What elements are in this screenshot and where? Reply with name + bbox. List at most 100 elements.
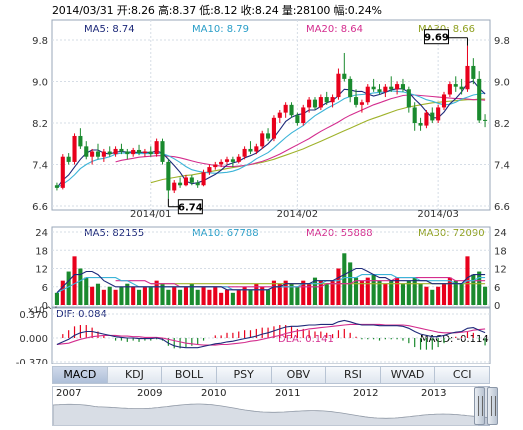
volume-bar xyxy=(254,283,259,305)
candle-body xyxy=(90,151,95,157)
volume-bar xyxy=(219,292,224,305)
candle-body xyxy=(430,112,435,121)
candle-body xyxy=(418,123,423,126)
volume-tick-right: 0 xyxy=(494,301,500,312)
indicator-tabs: MACD KDJ BOLL PSY OBV RSI WVAD CCI xyxy=(52,366,490,384)
price-annotations: 9.69 6.74 xyxy=(167,29,468,215)
quote-open: 开:8.26 xyxy=(116,4,155,17)
tab-kdj[interactable]: KDJ xyxy=(107,366,163,384)
price-x-axis: 2014/01 2014/02 2014/03 xyxy=(130,209,459,220)
candle-body xyxy=(389,86,394,90)
candle-body xyxy=(78,135,83,147)
price-ma10-label: MA10: 8.79 xyxy=(192,24,249,35)
candlesticks xyxy=(54,45,488,199)
price-tick-left: 8.2 xyxy=(32,119,48,130)
candle-body xyxy=(242,148,247,157)
volume-bar xyxy=(471,274,476,305)
navigator-year-label: 2010 xyxy=(201,388,227,399)
volume-bar xyxy=(242,286,247,305)
volume-ma10-label: MA10: 67788 xyxy=(192,228,259,239)
price-tick-left: 7.4 xyxy=(32,161,48,172)
candle-body xyxy=(453,84,458,87)
volume-bar xyxy=(389,280,394,305)
candle-body xyxy=(359,102,364,105)
price-ma20-line xyxy=(115,94,486,168)
candle-body xyxy=(289,104,294,116)
candle-body xyxy=(183,177,189,186)
navigator-sparkline xyxy=(53,403,489,425)
tab-boll[interactable]: BOLL xyxy=(162,366,217,384)
macd-dif-line xyxy=(56,319,486,349)
volume-bar xyxy=(406,280,411,305)
candle-body xyxy=(201,172,206,186)
volume-bar xyxy=(236,289,241,305)
volume-tick-left: 6 xyxy=(42,283,48,294)
navigator-year-label: 2007 xyxy=(56,388,82,399)
price-tick-right: 9.0 xyxy=(494,78,510,89)
macd-tick: 0.370 xyxy=(19,310,48,321)
volume-bar xyxy=(377,280,382,305)
volume-ma20-line xyxy=(115,277,486,288)
candle-body xyxy=(131,149,136,155)
volume-bar xyxy=(424,286,429,305)
volume-bar xyxy=(230,292,235,305)
price-ma5-label: MA5: 8.74 xyxy=(84,24,135,35)
volume-tick-right: 6 xyxy=(494,283,500,294)
time-navigator[interactable]: 2007 2009 2010 2011 2012 2013 xyxy=(52,386,490,426)
tab-obv[interactable]: OBV xyxy=(271,366,327,384)
price-x-tick: 2014/01 xyxy=(130,209,172,220)
price-tick-right: 9.8 xyxy=(494,36,510,47)
price-y-axis-right: 9.8 9.0 8.2 7.4 6.6 xyxy=(494,36,510,213)
volume-bar xyxy=(95,283,101,305)
price-tick-left: 9.8 xyxy=(32,36,48,47)
candle-body xyxy=(136,149,142,154)
navigator-year-label: 2009 xyxy=(137,388,163,399)
volume-bar xyxy=(342,253,347,305)
candle-body xyxy=(353,97,359,105)
candle-body xyxy=(371,86,376,90)
price-tick-left: 6.6 xyxy=(32,202,48,213)
price-tick-right: 7.4 xyxy=(494,161,510,172)
navigator-left-handle[interactable] xyxy=(474,387,485,425)
candle-body xyxy=(324,97,329,103)
volume-bar xyxy=(483,286,488,305)
volume-ma5-label: MA5: 82155 xyxy=(84,228,144,239)
volume-bar xyxy=(477,271,482,305)
tab-psy[interactable]: PSY xyxy=(216,366,272,384)
candle-body xyxy=(365,86,370,103)
candle-body xyxy=(166,161,171,191)
candle-body xyxy=(66,156,71,162)
volume-bar xyxy=(371,274,376,305)
volume-bar xyxy=(260,286,265,305)
volume-bar xyxy=(183,286,189,305)
volume-bar xyxy=(101,289,106,305)
volume-bar xyxy=(189,283,194,305)
candle-body xyxy=(101,151,106,157)
quote-volume: 量:28100 xyxy=(281,4,331,17)
volume-bar xyxy=(201,286,206,305)
candle-body xyxy=(295,115,300,123)
volume-bar xyxy=(336,268,341,305)
tab-macd[interactable]: MACD xyxy=(52,366,108,384)
candle-body xyxy=(154,141,159,155)
candle-body xyxy=(195,182,200,186)
tab-cci[interactable]: CCI xyxy=(435,366,490,384)
candle-body xyxy=(172,182,177,191)
volume-ma20-label: MA20: 55888 xyxy=(306,228,373,239)
volume-bars xyxy=(54,253,488,305)
navigator-right-handle[interactable] xyxy=(487,387,498,425)
candle-body xyxy=(277,112,282,118)
tab-wvad[interactable]: WVAD xyxy=(380,366,436,384)
price-tick-left: 9.0 xyxy=(32,78,48,89)
candle-body xyxy=(301,107,306,123)
candle-body xyxy=(207,167,212,173)
candle-body xyxy=(406,89,411,108)
volume-bar xyxy=(430,289,435,305)
stock-chart[interactable]: MA5: 8.74 MA10: 8.79 MA20: 8.64 MA30: 8.… xyxy=(0,0,523,364)
volume-bar xyxy=(119,286,124,305)
candle-body xyxy=(254,146,259,152)
volume-bar xyxy=(359,280,364,305)
volume-bar xyxy=(330,280,335,305)
price-panel xyxy=(51,19,491,211)
tab-rsi[interactable]: RSI xyxy=(326,366,381,384)
